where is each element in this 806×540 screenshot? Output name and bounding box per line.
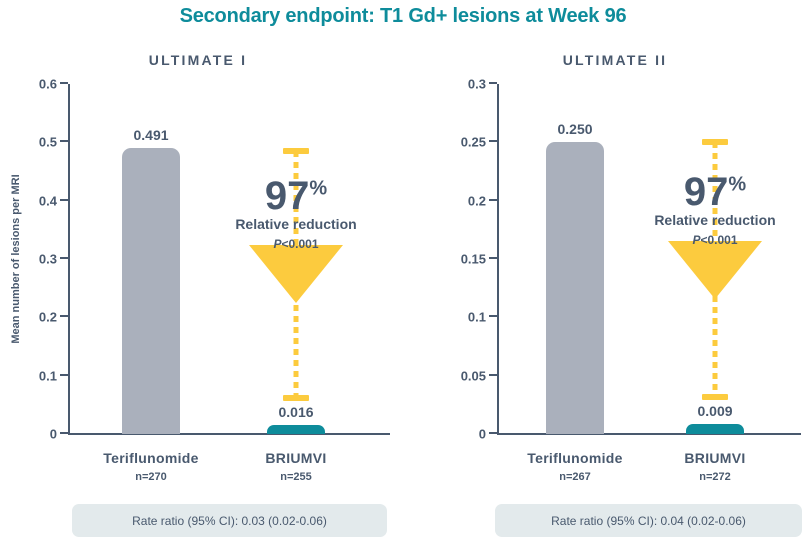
bar-value-label: 0.250 — [557, 121, 593, 138]
p-italic: P — [692, 232, 701, 247]
p-italic: P — [273, 237, 282, 252]
reduction-percent: 97% — [684, 172, 746, 212]
x-category-name: BRIUMVI — [684, 450, 746, 466]
x-category-briumvi: BRIUMVI n=272 — [684, 450, 745, 483]
bar-value-label: 0.009 — [697, 402, 733, 419]
x-axis-line — [497, 433, 801, 435]
y-axis-line — [68, 84, 70, 434]
y-axis-line — [497, 84, 499, 434]
percent-symbol: % — [309, 178, 328, 201]
x-axis-line — [68, 433, 390, 435]
cap-top — [702, 138, 728, 145]
y-tick — [60, 432, 68, 434]
y-tick — [60, 82, 68, 84]
bar-briumvi — [686, 423, 744, 434]
bar-briumvi — [267, 424, 325, 434]
reduction-caption: Relative reduction — [654, 211, 776, 228]
cap-top — [283, 148, 309, 155]
y-tick-label: 0.4 — [38, 193, 57, 209]
x-category-n: n=270 — [135, 471, 167, 483]
y-tick — [60, 373, 68, 376]
y-tick — [489, 315, 497, 318]
x-category-name: BRIUMVI — [265, 450, 327, 466]
y-tick — [489, 198, 497, 201]
plot-area-ultimate-2: 0 0.05 0.1 0.15 0.2 0.25 0.3 0.250 0.009 97% Rel… — [461, 77, 801, 483]
y-tick-label: 0.15 — [460, 251, 486, 267]
reduction-percent: 97% — [265, 176, 327, 216]
y-tick-label: 0.3 — [467, 76, 486, 92]
x-category-n: n=272 — [699, 471, 731, 483]
x-category-name: Teriflunomide — [103, 450, 199, 466]
percent-symbol: % — [728, 173, 747, 196]
y-tick — [489, 257, 497, 259]
panel-ultimate-1: ULTIMATE I Mean number of lesions per MR… — [0, 48, 435, 540]
y-tick — [489, 82, 497, 84]
plot-area-ultimate-1: Mean number of lesions per MRI 0 0.1 0.2 0.… — [10, 77, 390, 483]
down-arrow-icon — [249, 245, 343, 304]
rate-ratio-text: Rate ratio (95% CI): 0.04 (0.02-0.06) — [551, 513, 746, 528]
page-title: Secondary endpoint: T1 Gd+ lesions at We… — [179, 5, 627, 27]
rate-ratio-text: Rate ratio (95% CI): 0.03 (0.02-0.06) — [132, 513, 327, 528]
rate-ratio-box: Rate ratio (95% CI): 0.03 (0.02-0.06) — [72, 504, 387, 537]
y-axis-label: Mean number of lesions per MRI — [10, 174, 22, 344]
y-tick-label: 0.3 — [38, 251, 57, 267]
panel-title: ULTIMATE II — [562, 52, 668, 68]
p-rest: <0.001 — [700, 232, 738, 247]
y-tick-label: 0.05 — [460, 368, 486, 384]
y-tick-label: 0.5 — [38, 134, 57, 150]
cap-bottom — [283, 394, 309, 401]
y-tick-label: 0 — [49, 426, 57, 442]
panel-ultimate-2: ULTIMATE II 0 0.05 0.1 0.15 0.2 0.25 0.3 0.250… — [435, 48, 806, 540]
y-tick-label: 0.25 — [460, 134, 486, 150]
reduction-percent-value: 97 — [264, 174, 310, 219]
x-category-name: Teriflunomide — [527, 450, 623, 466]
y-tick — [60, 315, 68, 318]
y-tick — [489, 432, 497, 434]
x-category-teriflunomide: Teriflunomide n=267 — [527, 450, 622, 483]
cap-bottom — [702, 394, 728, 401]
y-tick-label: 0.1 — [38, 368, 57, 384]
bar-teriflunomide — [546, 142, 604, 434]
reduction-percent-value: 97 — [683, 169, 729, 214]
y-tick-label: 0.6 — [38, 76, 57, 92]
bar-value-label: 0.491 — [133, 126, 169, 143]
y-tick — [489, 140, 497, 143]
y-tick — [489, 373, 497, 376]
down-arrow-icon — [668, 240, 762, 299]
y-tick — [60, 198, 68, 201]
x-category-n: n=267 — [559, 471, 591, 483]
y-tick-label: 0 — [478, 426, 486, 442]
y-tick — [60, 140, 68, 143]
p-value: P<0.001 — [273, 237, 318, 251]
bar-teriflunomide — [122, 147, 180, 434]
panel-title: ULTIMATE I — [148, 52, 248, 68]
y-tick-label: 0.2 — [38, 309, 57, 325]
y-tick — [60, 257, 68, 259]
bar-value-label: 0.016 — [278, 403, 314, 420]
p-rest: <0.001 — [281, 237, 319, 252]
reduction-caption: Relative reduction — [235, 216, 357, 233]
x-category-teriflunomide: Teriflunomide n=270 — [103, 450, 198, 483]
p-value: P<0.001 — [692, 233, 737, 247]
y-tick-label: 0.2 — [467, 193, 486, 209]
y-tick-label: 0.1 — [467, 309, 486, 325]
x-category-n: n=255 — [280, 471, 312, 483]
x-category-briumvi: BRIUMVI n=255 — [265, 450, 326, 483]
rate-ratio-box: Rate ratio (95% CI): 0.04 (0.02-0.06) — [495, 504, 802, 537]
